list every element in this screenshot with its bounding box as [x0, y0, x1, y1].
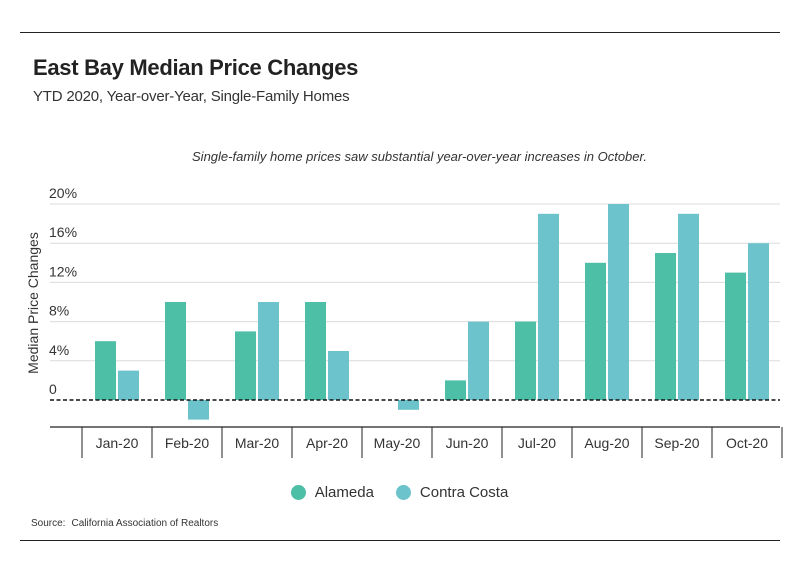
x-tick-label-jun-20: Jun-20 — [446, 435, 489, 451]
bar-alameda-sep-20 — [655, 253, 676, 400]
bar-alameda-aug-20 — [585, 262, 606, 400]
y-tick-label-20: 20% — [49, 185, 77, 201]
bar-contra-costa-aug-20 — [608, 204, 629, 400]
bar-alameda-mar-20 — [235, 331, 256, 400]
bar-alameda-jul-20 — [515, 321, 536, 400]
bar-alameda-jan-20 — [95, 341, 116, 400]
legend: Alameda Contra Costa — [0, 484, 799, 501]
x-tick-label-feb-20: Feb-20 — [165, 435, 210, 451]
bar-contra-costa-apr-20 — [328, 351, 349, 400]
legend-label-contra-costa: Contra Costa — [419, 484, 509, 501]
x-tick-label-jan-20: Jan-20 — [96, 435, 139, 451]
chart-title: East Bay Median Price Changes — [33, 55, 359, 80]
bar-contra-costa-feb-20 — [188, 400, 209, 420]
source-text: California Association of Realtors — [71, 518, 219, 529]
legend-swatch-contra-costa — [395, 485, 411, 500]
source-label: Source: — [31, 518, 66, 529]
legend-label-alameda: Alameda — [314, 484, 374, 501]
source-note: Source: California Association of Realtor… — [31, 518, 218, 529]
y-tick-label-4: 4% — [49, 342, 69, 358]
chart-subtitle: YTD 2020, Year-over-Year, Single-Family … — [33, 88, 350, 105]
x-tick-label-sep-20: Sep-20 — [654, 435, 699, 451]
y-tick-label-16: 16% — [49, 224, 77, 240]
y-tick-label-0: 0 — [49, 381, 57, 397]
y-tick-label-8: 8% — [49, 303, 69, 319]
bar-contra-costa-sep-20 — [678, 213, 699, 400]
bar-contra-costa-jan-20 — [118, 370, 139, 400]
bottom-rule — [20, 540, 780, 541]
x-tick-label-aug-20: Aug-20 — [584, 435, 629, 451]
bar-contra-costa-jul-20 — [538, 213, 559, 400]
bar-alameda-feb-20 — [165, 302, 186, 400]
bar-contra-costa-may-20 — [398, 400, 419, 410]
bar-alameda-oct-20 — [725, 272, 746, 400]
bar-contra-costa-oct-20 — [748, 243, 769, 400]
x-tick-label-apr-20: Apr-20 — [306, 435, 348, 451]
legend-item-contra-costa: Contra Costa — [395, 484, 509, 501]
bar-alameda-jun-20 — [445, 380, 466, 400]
y-axis-ticks: 0 4% 8% 12% 16% 20% — [49, 185, 77, 397]
legend-item-alameda: Alameda — [290, 484, 374, 501]
x-tick-label-jul-20: Jul-20 — [518, 435, 556, 451]
bar-contra-costa-mar-20 — [258, 302, 279, 400]
bars — [50, 204, 780, 420]
y-axis-label: Median Price Changes — [25, 232, 41, 374]
x-tick-label-may-20: May-20 — [374, 435, 421, 451]
bar-alameda-apr-20 — [305, 302, 326, 400]
top-rule — [20, 32, 780, 33]
bar-contra-costa-jun-20 — [468, 321, 489, 400]
x-axis: Jan-20 Feb-20 Mar-20 Apr-20 May-20 Jun-20 Jul-… — [50, 426, 783, 458]
x-tick-label-oct-20: Oct-20 — [726, 435, 768, 451]
chart-annotation: Single-family home prices saw substantia… — [192, 149, 647, 164]
y-tick-label-12: 12% — [49, 263, 77, 279]
legend-swatch-alameda — [290, 485, 306, 500]
x-tick-label-mar-20: Mar-20 — [235, 435, 280, 451]
